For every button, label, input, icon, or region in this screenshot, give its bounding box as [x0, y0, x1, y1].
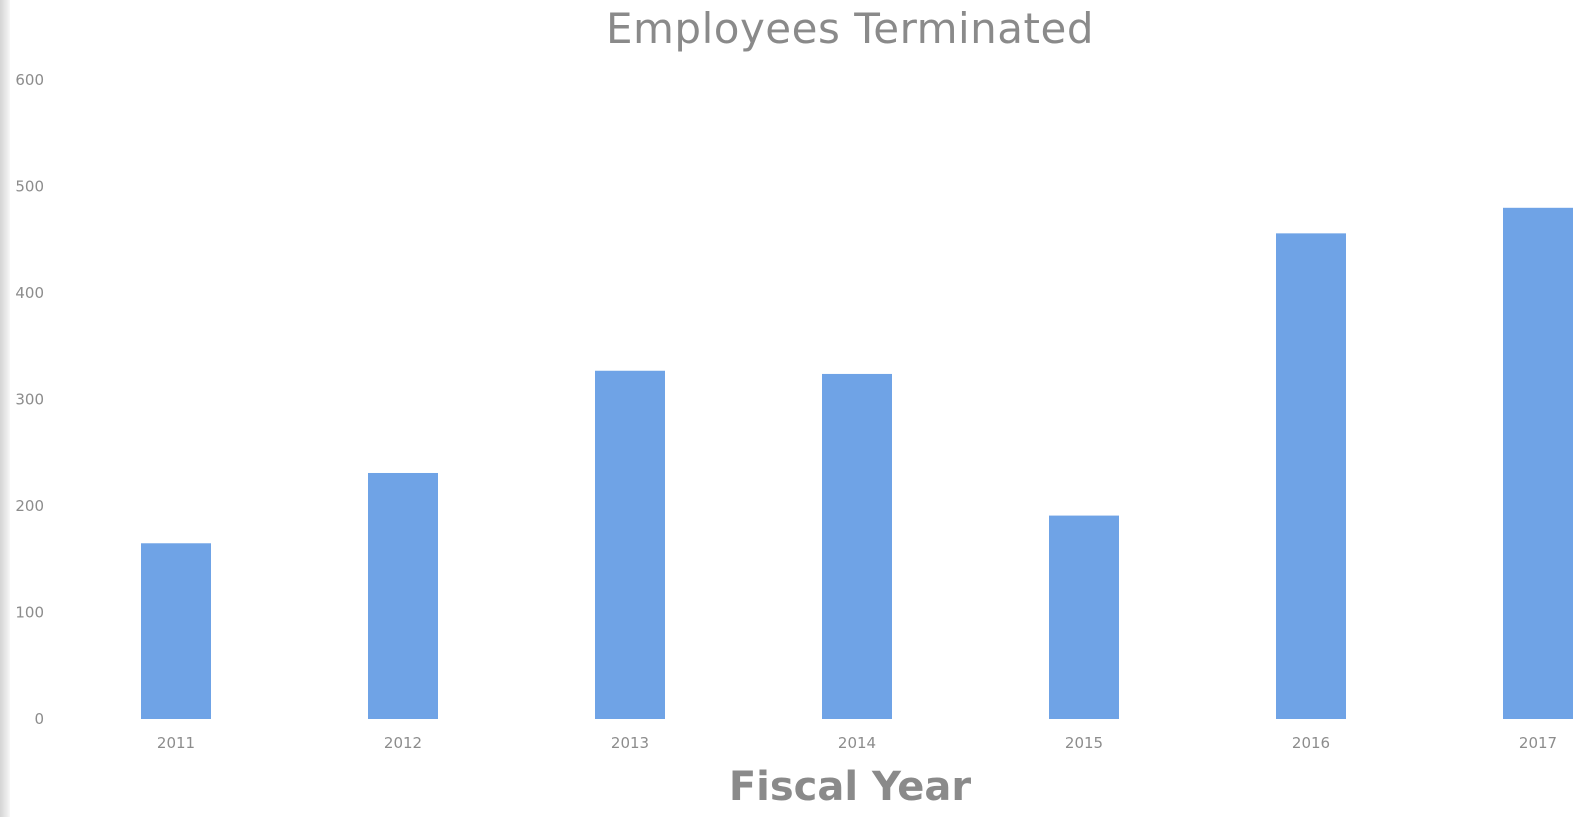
bar-2016 [1276, 233, 1346, 720]
x-axis-title: Fiscal Year [728, 764, 972, 810]
y-tick-label: 400 [15, 284, 44, 302]
x-tick-label: 2014 [838, 734, 876, 752]
x-tick-label: 2015 [1065, 734, 1103, 752]
x-tick-label: 2016 [1292, 734, 1330, 752]
y-tick-label: 500 [15, 178, 44, 196]
x-tick-label: 2012 [384, 734, 422, 752]
x-axis-ticks: 2011 2012 2013 2014 2015 2016 2017 [157, 734, 1557, 752]
bar-2011 [141, 543, 211, 719]
bar-2015 [1049, 515, 1119, 719]
bars-group [141, 207, 1573, 720]
y-axis-ticks: 0 100 200 300 400 500 600 [15, 71, 44, 728]
y-tick-label: 200 [15, 497, 44, 515]
y-tick-label: 0 [34, 710, 44, 728]
y-tick-label: 100 [15, 604, 44, 622]
bar-2014 [822, 373, 892, 719]
y-tick-label: 600 [15, 71, 44, 89]
bar-2013 [595, 370, 665, 719]
bar-2017 [1503, 207, 1573, 720]
y-tick-label: 300 [15, 391, 44, 409]
bar-2012 [368, 472, 438, 719]
left-edge-shadow [0, 0, 10, 817]
chart-title: Employees Terminated [605, 4, 1095, 53]
x-tick-label: 2011 [157, 734, 195, 752]
x-tick-label: 2017 [1519, 734, 1557, 752]
x-tick-label: 2013 [611, 734, 649, 752]
